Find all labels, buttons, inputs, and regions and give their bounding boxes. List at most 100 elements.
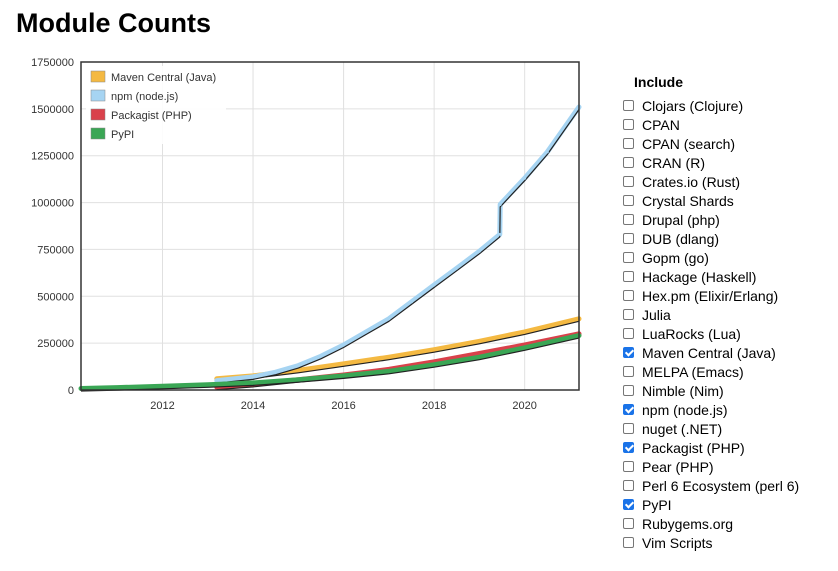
legend[interactable]: Maven Central (Java) npm (node.js) Packagi… [86,66,226,144]
include-option[interactable]: Perl 6 Ecosystem (perl 6) [620,476,830,495]
include-option-label: Packagist (PHP) [642,439,745,456]
data-point [387,317,391,321]
include-option[interactable]: CPAN [620,115,830,134]
data-point [160,384,164,388]
include-option-label: PyPI [642,496,672,513]
include-checkbox[interactable] [623,385,634,396]
include-option[interactable]: Crystal Shards [620,191,830,210]
include-option[interactable]: Rubygems.org [620,514,830,533]
include-checkbox[interactable] [623,309,634,320]
include-option[interactable]: Pear (PHP) [620,457,830,476]
include-checkbox[interactable] [623,518,634,529]
include-checkbox[interactable] [623,271,634,282]
include-checkbox[interactable] [623,480,634,491]
data-point [498,232,502,236]
legend-swatch [90,89,106,102]
include-checkbox[interactable] [623,195,634,206]
include-option[interactable]: LuaRocks (Lua) [620,324,830,343]
data-point [342,343,346,347]
legend-item[interactable]: Packagist (PHP) [90,108,192,122]
include-checkbox[interactable] [623,347,634,358]
legend-item[interactable]: PyPI [90,127,134,141]
include-option[interactable]: CPAN (search) [620,134,830,153]
include-option-label: Rubygems.org [642,515,734,532]
include-option[interactable]: MELPA (Emacs) [620,362,830,381]
include-checkbox[interactable] [623,423,634,434]
y-tick-label: 1250000 [31,151,74,163]
include-option[interactable]: Hex.pm (Elixir/Erlang) [620,286,830,305]
include-checkbox[interactable] [623,119,634,130]
legend-label: Packagist (PHP) [111,110,192,122]
data-point [545,150,549,154]
include-option-label: MELPA (Emacs) [642,363,744,380]
include-checkbox[interactable] [623,214,634,225]
data-point [498,202,502,206]
include-option-label: Vim Scripts [642,534,713,551]
y-tick-label: 250000 [37,338,74,350]
data-point [523,346,527,350]
include-option[interactable]: Gopm (go) [620,248,830,267]
include-option-label: Hex.pm (Elixir/Erlang) [642,287,779,304]
include-option[interactable]: Hackage (Haskell) [620,267,830,286]
legend-swatch [90,108,106,121]
data-point [296,378,300,382]
series-3 [78,333,582,392]
data-point [477,339,481,343]
data-point [477,355,481,359]
data-point [296,368,300,372]
include-checkbox[interactable] [623,328,634,339]
include-option[interactable]: Nimble (Nim) [620,381,830,400]
include-checkbox[interactable] [623,404,634,415]
include-checkbox[interactable] [623,176,634,187]
data-point [409,300,413,304]
module-counts-chart: 0 250000 500000 750000 1000000 1250000 1500000… [31,57,582,412]
legend-item[interactable]: Maven Central (Java) [90,70,216,84]
include-option[interactable]: DUB (dlang) [620,229,830,248]
include-option[interactable]: Packagist (PHP) [620,438,830,457]
include-option[interactable]: Crates.io (Rust) [620,172,830,191]
include-option[interactable]: Julia [620,305,830,324]
y-tick-label: 1000000 [31,198,74,210]
data-point [364,330,368,334]
include-checkbox[interactable] [623,252,634,263]
include-option[interactable]: Maven Central (Java) [620,343,830,362]
include-option-label: LuaRocks (Lua) [642,325,741,342]
include-option-label: CPAN [642,116,680,133]
data-point [115,386,119,390]
include-checkbox[interactable] [623,499,634,510]
include-checkbox[interactable] [623,461,634,472]
y-tick-label: 0 [68,385,74,397]
include-option[interactable]: nuget (.NET) [620,419,830,438]
legend-item[interactable]: npm (node.js) [90,89,178,103]
data-point [342,362,346,366]
include-checkbox[interactable] [623,537,634,548]
data-point [251,375,255,379]
include-option-label: Nimble (Nim) [642,382,724,399]
include-option[interactable]: Clojars (Clojure) [620,96,830,115]
include-checkbox[interactable] [623,138,634,149]
x-axis: 2012 2014 2016 2018 2020 [150,400,537,412]
include-option[interactable]: Drupal (php) [620,210,830,229]
include-option[interactable]: PyPI [620,495,830,514]
series-trace [216,109,580,384]
x-tick-label: 2018 [422,400,446,412]
include-option-label: Hackage (Haskell) [642,268,757,285]
include-option[interactable]: CRAN (R) [620,153,830,172]
include-checkbox[interactable] [623,157,634,168]
data-point [523,330,527,334]
y-tick-label: 1500000 [31,104,74,116]
include-checkbox[interactable] [623,233,634,244]
include-option-label: Crates.io (Rust) [642,173,741,190]
include-checkbox[interactable] [623,366,634,377]
include-option[interactable]: Vim Scripts [620,533,830,552]
legend-label: PyPI [111,129,134,141]
include-option-label: npm (node.js) [642,401,728,418]
include-option-label: Pear (PHP) [642,458,714,475]
plot-frame [80,61,580,391]
include-option-label: Maven Central (Java) [642,344,776,361]
include-checkbox[interactable] [623,290,634,301]
include-checkbox[interactable] [623,100,634,111]
include-option[interactable]: npm (node.js) [620,400,830,419]
include-checkbox[interactable] [623,442,634,453]
data-point [387,369,391,373]
